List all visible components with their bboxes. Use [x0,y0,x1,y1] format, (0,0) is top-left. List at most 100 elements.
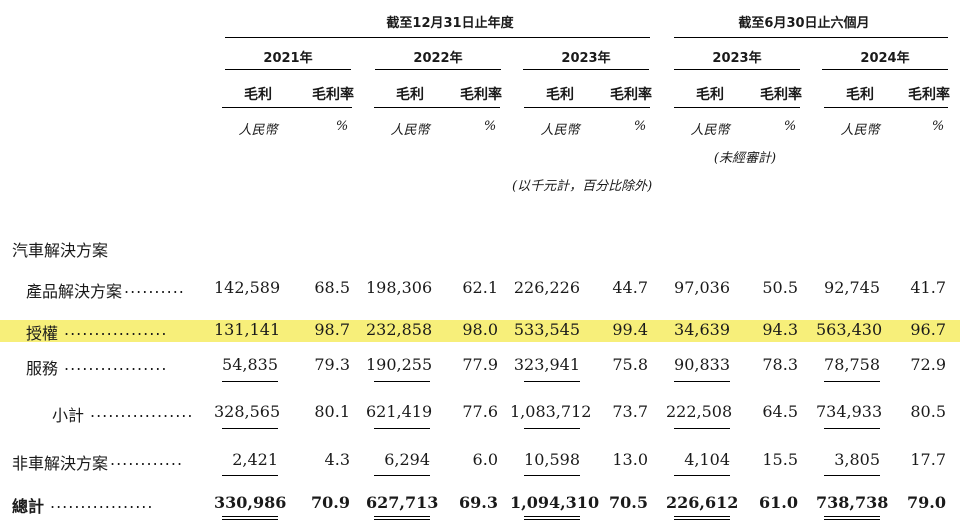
header-hy-group: 截至6月30日止六個月 [738,16,870,31]
services-underline-4 [824,381,880,382]
table-cell-3-8: 734,933 [816,402,883,421]
table-cell-4-3: 6.0 [472,450,498,469]
header-percent-1: % [483,119,497,134]
table-cell-1-7: 94.3 [762,320,798,339]
header-currency-3: 人民幣 [690,123,730,138]
section-auto-solutions: 汽車解決方案 [12,241,109,260]
header-year-0: 2021年 [263,51,313,66]
header-gross-profit-3: 毛利 [696,87,724,103]
header-unaudited: (未經審計) [713,151,777,166]
header-gross-margin-0: 毛利率 [312,87,354,103]
header-gross-margin-1: 毛利率 [460,87,502,103]
gm-rule-1 [444,107,500,108]
header-year-3: 2023年 [712,51,762,66]
table-cell-3-3: 77.6 [462,402,498,421]
row-highlight [0,320,960,342]
fy-group-rule [225,37,650,38]
table-cell-2-1: 79.3 [314,355,350,374]
noncar-underline-4 [824,475,880,476]
header-currency-0: 人民幣 [238,123,278,138]
table-cell-0-2: 198,306 [366,278,433,297]
row-dots-3: ................. [90,402,194,421]
header-percent-2: % [633,119,647,134]
table-cell-4-8: 3,805 [834,450,880,469]
row-label-4: 非車解決方案 [12,454,109,473]
total-underline-a-0 [222,516,278,517]
subtotal-underline-2 [524,428,580,429]
table-cell-5-3: 69.3 [459,493,498,512]
table-cell-3-1: 80.1 [314,402,350,421]
table-cell-0-3: 62.1 [462,278,498,297]
header-units-note: (以千元計，百分比除外) [512,179,653,194]
table-cell-1-9: 96.7 [910,320,946,339]
row-label-1: 授權 [26,324,59,343]
table-cell-5-4: 1,094,310 [510,493,600,512]
year-rule-4 [822,69,948,70]
header-gross-margin-4: 毛利率 [908,87,950,103]
header-year-4: 2024年 [860,51,910,66]
header-gross-profit-1: 毛利 [396,87,424,103]
table-cell-4-6: 4,104 [684,450,730,469]
table-cell-4-9: 17.7 [910,450,946,469]
table-cell-5-8: 738,738 [816,493,889,512]
table-cell-2-5: 75.8 [612,355,648,374]
row-dots-0: .......... [124,278,185,297]
noncar-underline-3 [674,475,730,476]
gm-rule-0 [296,107,352,108]
subtotal-underline-3 [674,428,730,429]
table-cell-5-7: 61.0 [759,493,798,512]
header-year-2: 2023年 [561,51,611,66]
table-cell-5-5: 70.5 [609,493,648,512]
subtotal-underline-1 [374,428,430,429]
header-currency-1: 人民幣 [390,123,430,138]
table-cell-0-6: 97,036 [674,278,730,297]
gm-rule-3 [744,107,800,108]
total-underline-a-1 [374,516,430,517]
table-cell-1-6: 34,639 [674,320,730,339]
header-gross-profit-4: 毛利 [846,87,874,103]
table-cell-5-1: 70.9 [311,493,350,512]
row-dots-4: ............ [110,450,184,469]
gm-rule-2 [594,107,650,108]
total-underline-b-3 [674,519,730,520]
gp-rule-1 [374,107,448,108]
table-cell-0-1: 68.5 [314,278,350,297]
row-label-3: 小計 [52,406,85,425]
table-cell-3-0: 328,565 [214,402,281,421]
subtotal-underline-0 [222,428,278,429]
table-cell-0-5: 44.7 [612,278,648,297]
table-cell-2-4: 323,941 [513,355,580,374]
table-cell-1-1: 98.7 [314,320,350,339]
total-underline-b-4 [824,519,880,520]
table-cell-2-8: 78,758 [824,355,880,374]
table-cell-0-7: 50.5 [762,278,798,297]
hy-group-rule [674,37,948,38]
header-gross-margin-3: 毛利率 [760,87,802,103]
noncar-underline-0 [222,475,278,476]
row-label-5: 總計 [12,497,45,516]
total-underline-b-0 [222,519,278,520]
gp-rule-2 [524,107,598,108]
total-underline-a-3 [674,516,730,517]
header-percent-4: % [931,119,945,134]
table-cell-4-1: 4.3 [324,450,350,469]
year-rule-1 [375,69,501,70]
table-cell-4-7: 15.5 [762,450,798,469]
table-cell-0-9: 41.7 [910,278,946,297]
header-fy-group: 截至12月31日止年度 [386,16,514,31]
header-percent-0: % [335,119,349,134]
table-cell-1-5: 99.4 [612,320,648,339]
row-label-2: 服務 [26,359,59,378]
table-cell-2-0: 54,835 [222,355,278,374]
gp-rule-4 [824,107,898,108]
table-cell-4-2: 6,294 [384,450,430,469]
table-cell-5-2: 627,713 [366,493,439,512]
year-rule-2 [523,69,649,70]
row-label-0: 產品解決方案 [26,282,123,301]
table-cell-1-3: 98.0 [462,320,498,339]
total-underline-a-4 [824,516,880,517]
gp-rule-3 [674,107,748,108]
total-underline-b-2 [524,519,580,520]
header-gross-profit-0: 毛利 [244,87,272,103]
total-underline-b-1 [374,519,430,520]
